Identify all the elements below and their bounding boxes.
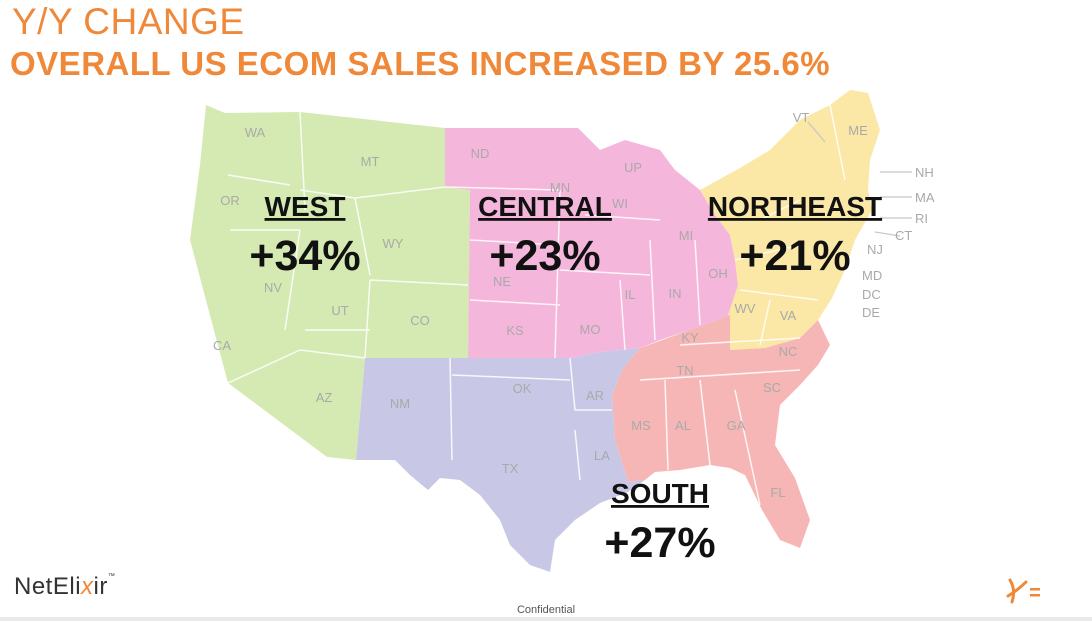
state-label-ky: KY bbox=[681, 330, 699, 345]
state-labels: WA OR CA NV MT WY UT CO AZ ND NE KS MN WI MI IL IN OH MO UP… bbox=[213, 110, 935, 500]
state-label-va: VA bbox=[780, 308, 797, 323]
state-label-up: UP bbox=[624, 160, 642, 175]
state-label-mn: MN bbox=[550, 180, 570, 195]
region-south-west-shape bbox=[356, 348, 645, 572]
state-label-az: AZ bbox=[316, 390, 333, 405]
state-label-md: MD bbox=[862, 268, 882, 283]
state-label-fl: FL bbox=[770, 485, 785, 500]
slide-title: Y/Y CHANGE bbox=[12, 1, 245, 42]
region-labels: WEST +34% CENTRAL +23% NORTHEAST +21% SOUTH +27… bbox=[249, 191, 882, 567]
state-label-vt: VT bbox=[793, 110, 810, 125]
confidential-label: Confidential bbox=[516, 604, 576, 616]
state-label-sc: SC bbox=[763, 380, 781, 395]
state-label-mi: MI bbox=[679, 228, 693, 243]
region-name-central: CENTRAL bbox=[478, 191, 612, 222]
state-label-nc: NC bbox=[779, 344, 798, 359]
state-label-dc: DC bbox=[862, 287, 881, 302]
state-label-nh: NH bbox=[915, 165, 934, 180]
slide-subtitle: OVERALL US ECOM SALES INCREASED BY 25.6% bbox=[10, 45, 831, 82]
state-label-wv: WV bbox=[735, 301, 756, 316]
state-label-me: ME bbox=[848, 123, 868, 138]
state-label-ms: MS bbox=[631, 418, 651, 433]
brand-x-mark-icon bbox=[1006, 578, 1040, 604]
state-label-ar: AR bbox=[586, 388, 604, 403]
state-label-ne: NE bbox=[493, 274, 511, 289]
state-label-or: OR bbox=[220, 193, 240, 208]
netelixir-logo: NetElixir™ bbox=[14, 573, 116, 600]
region-west-shape bbox=[190, 105, 470, 460]
state-label-ct: CT bbox=[895, 228, 912, 243]
state-label-wa: WA bbox=[245, 125, 266, 140]
state-label-mt: MT bbox=[361, 154, 380, 169]
state-label-wy: WY bbox=[383, 236, 404, 251]
state-label-co: CO bbox=[410, 313, 430, 328]
state-label-ca: CA bbox=[213, 338, 231, 353]
state-label-ma: MA bbox=[915, 190, 935, 205]
state-label-de: DE bbox=[862, 305, 880, 320]
state-label-ks: KS bbox=[506, 323, 524, 338]
state-label-oh: OH bbox=[708, 266, 728, 281]
state-label-tx: TX bbox=[502, 461, 519, 476]
region-south-shape bbox=[612, 315, 830, 548]
region-name-west: WEST bbox=[265, 191, 346, 222]
state-label-nm: NM bbox=[390, 396, 410, 411]
state-label-nd: ND bbox=[471, 146, 490, 161]
state-label-ga: GA bbox=[727, 418, 746, 433]
region-change-central: +23% bbox=[489, 232, 600, 280]
region-northeast-shape bbox=[700, 90, 880, 350]
state-label-ri: RI bbox=[915, 211, 928, 226]
state-label-il: IL bbox=[625, 287, 636, 302]
logo-text-a: NetEli bbox=[14, 573, 82, 600]
region-name-south: SOUTH bbox=[611, 478, 709, 509]
state-label-ok: OK bbox=[513, 381, 532, 396]
state-borders bbox=[227, 104, 846, 506]
state-label-wi: WI bbox=[612, 196, 628, 211]
region-change-south: +27% bbox=[604, 519, 715, 567]
state-label-mo: MO bbox=[580, 322, 601, 337]
region-change-northeast: +21% bbox=[739, 232, 850, 280]
region-change-west: +34% bbox=[249, 232, 360, 280]
region-name-northeast: NORTHEAST bbox=[708, 191, 882, 222]
footer-bar bbox=[0, 617, 1092, 621]
logo-text-x: x bbox=[81, 573, 94, 600]
state-label-nv: NV bbox=[264, 280, 282, 295]
state-label-nj: NJ bbox=[867, 242, 883, 257]
state-label-tn: TN bbox=[676, 363, 693, 378]
region-central-shape bbox=[445, 128, 738, 358]
callout-arrows bbox=[807, 121, 912, 237]
state-label-al: AL bbox=[675, 418, 691, 433]
logo-text-b: ir bbox=[93, 573, 108, 600]
state-label-la: LA bbox=[594, 448, 610, 463]
state-label-ut: UT bbox=[331, 303, 348, 318]
state-label-in: IN bbox=[669, 286, 682, 301]
